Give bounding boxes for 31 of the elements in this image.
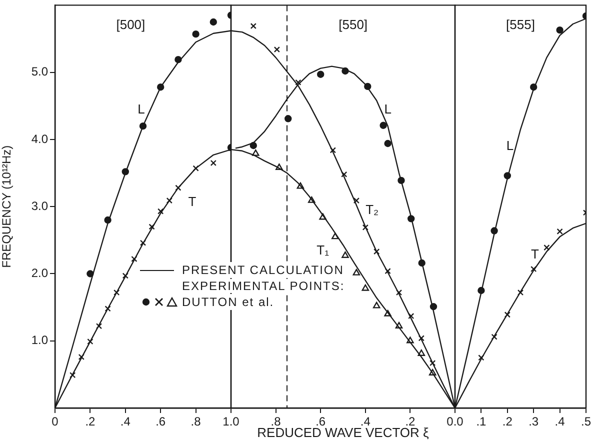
- annotation: T: [530, 246, 539, 262]
- annotation: [550]: [338, 16, 368, 32]
- x-tick-label: .4: [554, 414, 566, 429]
- x-tick-label: .4: [120, 414, 131, 429]
- y-tick-label: 1.0: [31, 333, 48, 348]
- legend-label: PRESENT CALCULATION: [182, 262, 344, 278]
- x-tick-label: 0.0: [446, 414, 464, 429]
- x-tick-label: .2: [85, 414, 96, 429]
- legend-label: DUTTON et al.: [182, 294, 274, 310]
- y-tick-label: 3.0: [31, 198, 48, 213]
- y-tick-label: 5.0: [31, 64, 48, 79]
- annotation: T₂: [366, 202, 379, 218]
- x-tick-label: 1.0: [222, 414, 240, 429]
- annotation: L: [506, 138, 514, 153]
- annotation: [555]: [506, 16, 535, 32]
- y-tick-label: 4.0: [31, 132, 48, 146]
- x-tick-label: .1: [476, 414, 487, 429]
- x-tick-label: .8: [190, 414, 202, 429]
- x-tick-label: .2: [502, 414, 513, 429]
- x-tick-label: .3: [528, 414, 539, 429]
- y-tick-label: 2.0: [31, 266, 48, 280]
- x-tick-label: 0: [52, 414, 59, 429]
- annotation: [500]: [116, 16, 146, 32]
- annotation: L: [384, 102, 392, 117]
- legend-title: EXPERIMENTAL POINTS:: [182, 279, 345, 293]
- annotation: T: [188, 194, 196, 210]
- x-tick-label: .5: [580, 414, 592, 429]
- annotation: L: [138, 102, 145, 117]
- x-tick-label: .6: [156, 414, 166, 429]
- annotation: T₁: [316, 242, 330, 258]
- y-axis-title: FREQUENCY (10¹²Hz): [0, 145, 14, 268]
